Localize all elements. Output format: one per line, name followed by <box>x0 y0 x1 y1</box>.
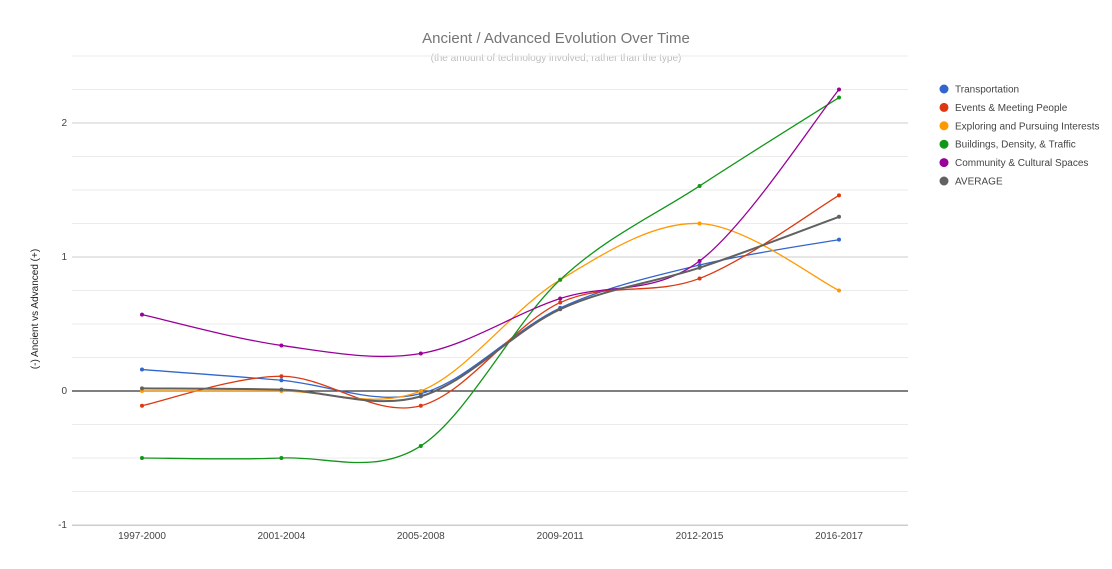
data-point-buildings-density-traffic <box>140 456 144 460</box>
series-line-transportation <box>141 238 840 398</box>
legend-marker-exploring-and-pursuing-interests <box>939 121 949 131</box>
data-point-community-cultural-spaces <box>140 312 144 317</box>
data-point-exploring-and-pursuing-interests <box>418 389 423 393</box>
legend-label-community-cultural-spaces: Community & Cultural Spaces <box>955 158 1088 169</box>
y-axis-title: (-) Ancient vs Advanced (+) <box>30 249 41 369</box>
data-point-events-meeting-people <box>558 300 563 305</box>
data-point-exploring-and-pursuing-interests <box>697 221 702 226</box>
y-tick-label: 1 <box>61 252 67 263</box>
data-point-events-meeting-people <box>697 276 702 281</box>
series-line-events-meeting-people <box>141 194 840 409</box>
legend-label-average: AVERAGE <box>955 177 1003 188</box>
legend-marker-events-meeting-people <box>939 102 949 112</box>
chart-title: Ancient / Advanced Evolution Over Time <box>422 30 690 47</box>
legend-label-buildings-density-traffic: Buildings, Density, & Traffic <box>955 140 1076 151</box>
data-point-buildings-density-traffic <box>697 183 702 188</box>
data-point-transportation <box>140 367 144 372</box>
legend-marker-community-cultural-spaces <box>939 158 949 168</box>
legend-label-exploring-and-pursuing-interests: Exploring and Pursuing Interests <box>955 121 1100 132</box>
data-point-community-cultural-spaces <box>418 351 423 356</box>
x-tick-label: 2001-2004 <box>257 531 305 542</box>
data-point-transportation <box>837 237 841 242</box>
data-point-buildings-density-traffic <box>418 443 423 448</box>
series-line-community-cultural-spaces <box>141 89 840 358</box>
data-point-average <box>418 394 423 399</box>
legend-label-transportation: Transportation <box>955 85 1019 96</box>
series-line-buildings-density-traffic <box>141 96 840 464</box>
series-line-exploring-and-pursuing-interests <box>142 222 840 400</box>
series-line-average <box>141 215 840 403</box>
data-point-average <box>697 265 702 270</box>
y-tick-label: -1 <box>58 520 67 531</box>
chart-subtitle: (the amount of technology involved, rath… <box>431 53 682 64</box>
x-axis-ticks: 1997-2000 2001-2004 2005-2008 2009-2011 2012… <box>118 531 863 542</box>
data-point-buildings-density-traffic <box>837 95 841 100</box>
x-tick-label: 2009-2011 <box>537 531 585 542</box>
data-point-community-cultural-spaces <box>697 259 702 264</box>
data-point-community-cultural-spaces <box>279 343 284 348</box>
data-point-events-meeting-people <box>279 374 284 379</box>
data-point-events-meeting-people <box>140 403 144 408</box>
legend-marker-average <box>939 176 949 186</box>
series-lines <box>141 89 840 464</box>
series-points <box>140 87 841 460</box>
data-point-community-cultural-spaces <box>558 296 563 301</box>
data-point-transportation <box>279 378 284 383</box>
x-tick-label: 2016-2017 <box>815 531 863 542</box>
y-tick-label: 0 <box>61 386 67 397</box>
data-point-average <box>558 307 563 312</box>
data-point-community-cultural-spaces <box>837 87 841 92</box>
x-tick-label: 1997-2000 <box>118 531 166 542</box>
data-point-exploring-and-pursuing-interests <box>837 288 841 293</box>
data-point-average <box>837 214 841 219</box>
gridlines <box>72 55 908 526</box>
legend-marker-buildings-density-traffic <box>939 139 949 149</box>
legend: Transportation Events & Meeting People Exp… <box>939 84 1100 188</box>
legend-marker-transportation <box>939 84 949 94</box>
data-point-buildings-density-traffic <box>279 456 284 460</box>
x-tick-label: 2005-2008 <box>397 531 445 542</box>
legend-label-events-meeting-people: Events & Meeting People <box>955 103 1068 114</box>
data-point-average <box>279 387 284 392</box>
data-point-average <box>140 386 144 391</box>
data-point-buildings-density-traffic <box>558 277 563 282</box>
y-tick-label: 2 <box>61 118 67 129</box>
data-point-events-meeting-people <box>418 403 423 408</box>
data-point-events-meeting-people <box>837 193 841 198</box>
y-axis-ticks: -1 0 1 2 <box>58 118 67 531</box>
x-tick-label: 2012-2015 <box>676 531 724 542</box>
